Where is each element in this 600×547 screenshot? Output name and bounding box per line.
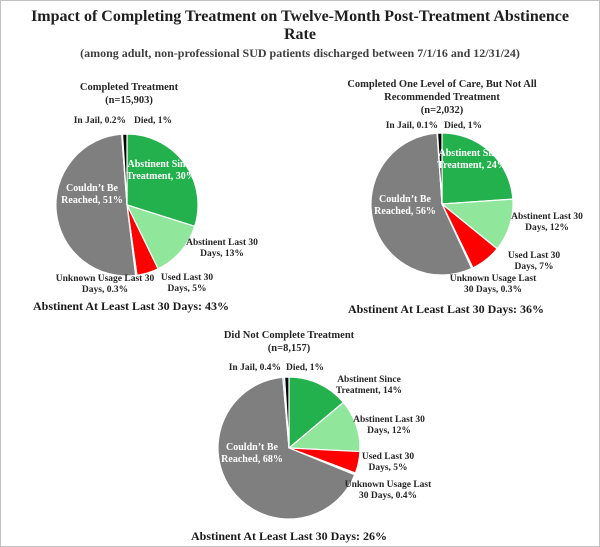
pie-slice-abstinent-since-treatment (288, 376, 344, 449)
slice-label-abstinent-since: Abstinent Since Treatment, 14% (335, 375, 403, 397)
chart-n-label: (n=15,903) (105, 95, 153, 107)
slice-label-unknown-usage: Unknown Usage Last 30 Days, 0.3% (449, 274, 537, 296)
slice-label-couldnt-be-reached: Couldn’t Be Reached, 68% (221, 442, 283, 465)
slice-label-abstinent-since: Abstinent Since Treatment, 30% (126, 159, 196, 182)
slice-label-abstinent-since: Abstinent Since Treatment, 24% (437, 148, 507, 171)
chart-summary: Abstinent At Least Last 30 Days: 43% (32, 299, 229, 313)
pie-did-not-complete (215, 374, 363, 522)
chart-title: Completed Treatment (n=15,903) (29, 81, 229, 107)
pie-chart-completed-treatment: Completed Treatment (n=15,903) In Jail, … (1, 76, 301, 321)
pie-slice-couldn-t-be-reached (217, 376, 356, 520)
pie-slice-abstinent-last-30-days (126, 204, 196, 270)
chart-title: Did Not Complete Treatment (n=8,157) (189, 329, 389, 355)
page-subtitle: (among adult, non-professional SUD patie… (80, 46, 520, 60)
pie-slice-couldn-t-be-reached (55, 133, 137, 277)
pie-chart-did-not-complete: Did Not Complete Treatment (n=8,157) In … (124, 319, 454, 546)
page-title: Impact of Completing Treatment on Twelve… (31, 8, 569, 44)
slice-label-abstinent-last-30: Abstinent Last 30 Days, 12% (511, 212, 583, 234)
slice-label-died: Died, 1% (286, 363, 324, 373)
chart-title-text: Did Not Complete Treatment (223, 330, 355, 341)
slice-label-unknown-usage: Unknown Usage Last 30 Days, 0.3% (55, 274, 155, 296)
slice-label-died: Died, 1% (444, 121, 482, 131)
chart-title: Completed One Level of Care, But Not All… (342, 78, 542, 117)
chart-n-label: (n=8,157) (267, 343, 311, 355)
chart-title-text: Completed Treatment (79, 82, 179, 93)
pie-completed-treatment (53, 131, 201, 279)
slice-label-in-jail: In Jail, 0.2% (73, 116, 126, 126)
slice-label-abstinent-last-30: Abstinent Last 30 Days, 13% (186, 238, 258, 260)
pie-slice-died (283, 376, 290, 449)
pie-chart-partial-treatment: Completed One Level of Care, But Not All… (301, 76, 599, 321)
slice-label-couldnt-be-reached: Couldn’t Be Reached, 51% (61, 183, 123, 206)
chart-summary: Abstinent At Least Last 30 Days: 36% (347, 302, 544, 316)
slice-label-used-last-30: Used Last 30 Days, 5% (160, 273, 214, 295)
slice-label-used-last-30: Used Last 30 Days, 7% (507, 251, 561, 273)
pie-slice-abstinent-since-treatment (441, 132, 514, 205)
chart-n-label: (n=2,032) (420, 105, 464, 117)
slice-label-in-jail: In Jail, 0.1% (385, 121, 438, 131)
slice-label-in-jail: In Jail, 0.4% (228, 363, 281, 373)
chart-title-text: Completed One Level of Care, But Not All… (347, 79, 537, 104)
slice-label-died: Died, 1% (134, 116, 172, 126)
slice-label-couldnt-be-reached: Couldn’t Be Reached, 56% (374, 194, 436, 217)
pie-slice-couldn-t-be-reached (370, 132, 473, 276)
slice-label-abstinent-last-30: Abstinent Last 30 Days, 12% (353, 415, 425, 437)
chart-summary: Abstinent At Least Last 30 Days: 26% (190, 529, 387, 543)
pie-slice-died (436, 132, 443, 205)
slice-label-unknown-usage: Unknown Usage Last 30 Days, 0.4% (344, 480, 432, 502)
pie-partial-treatment (368, 130, 516, 278)
pie-slice-died (121, 133, 128, 206)
pie-slice-abstinent-since-treatment (126, 133, 199, 227)
slice-label-used-last-30: Used Last 30 Days, 5% (361, 452, 415, 474)
